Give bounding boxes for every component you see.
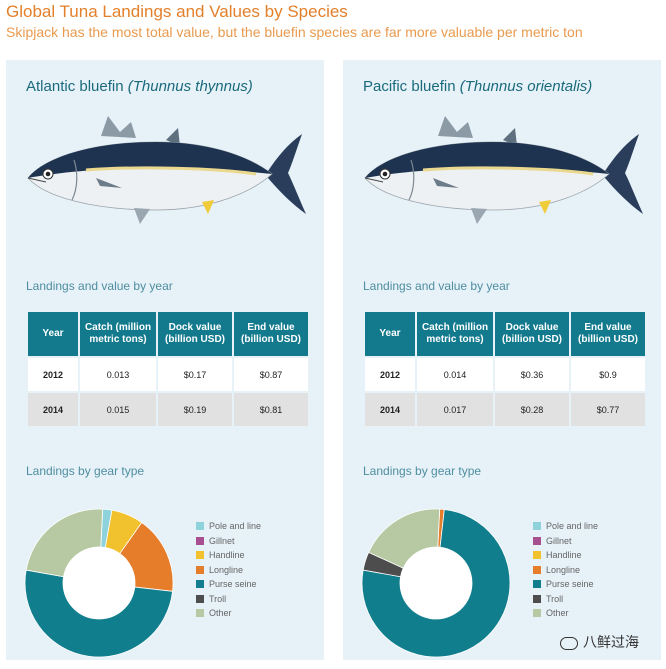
legend-item: Troll [196,592,261,607]
dock-value-cell: $0.36 [495,358,569,391]
legend-label: Pole and line [209,521,262,532]
gear-legend: Pole and line Gillnet Handline Longline … [196,519,261,621]
wechat-icon [560,636,578,650]
legend-item: Pole and line [533,519,598,534]
legend-item: Gillnet [533,534,598,549]
legend-label: Gillnet [209,535,235,546]
gear-type-heading: Landings by gear type [26,464,145,478]
legend-item: Gillnet [196,534,261,549]
year-cell: 2012 [365,358,415,391]
watermark: 八鲜过海 [560,632,639,652]
dock-value-cell: $0.19 [158,393,232,426]
species-name: Pacific bluefin (Thunnus orientalis) [363,78,593,95]
species-name: Atlantic bluefin (Thunnus thynnus) [26,78,253,95]
legend-swatch [196,536,204,545]
year-cell: 2014 [365,393,415,426]
header-end-value: End value (billion USD) [571,312,645,356]
end-value-cell: $0.77 [571,393,645,426]
legend-label: Purse seine [209,579,257,590]
landings-value-heading: Landings and value by year [26,279,173,293]
table-row: 2012 0.013 $0.17 $0.87 [28,358,308,391]
legend-label: Purse seine [546,579,594,590]
legend-label: Pole and line [546,521,599,532]
header-catch: Catch (million metric tons) [80,312,156,356]
legend-label: Gillnet [546,535,572,546]
header-catch: Catch (million metric tons) [417,312,493,356]
end-value-cell: $0.81 [234,393,308,426]
legend-item: Pole and line [196,519,261,534]
landings-value-table: Year Catch (million metric tons) Dock va… [363,310,647,428]
legend-label: Troll [546,593,564,604]
header-dock-value: Dock value (billion USD) [495,312,569,356]
legend-label: Troll [209,593,227,604]
catch-cell: 0.017 [417,393,493,426]
year-cell: 2014 [28,393,78,426]
dock-value-cell: $0.28 [495,393,569,426]
catch-cell: 0.013 [80,358,156,391]
legend-item: Purse seine [533,577,598,592]
legend-item: Other [533,606,598,621]
legend-swatch [533,551,541,560]
gear-type-donut-chart [24,508,174,658]
legend-swatch [533,536,541,545]
legend-item: Purse seine [196,577,261,592]
legend-swatch [533,522,541,531]
legend-label: Longline [209,564,244,575]
chart-title: Global Tuna Landings and Values by Speci… [6,2,348,21]
legend-item: Handline [196,548,261,563]
gear-legend: Pole and line Gillnet Handline Longline … [533,519,598,621]
end-value-cell: $0.9 [571,358,645,391]
tuna-illustration [364,116,643,224]
landings-value-table: Year Catch (million metric tons) Dock va… [26,310,310,428]
legend-swatch [196,580,204,589]
year-cell: 2012 [28,358,78,391]
table-row: 2014 0.017 $0.28 $0.77 [365,393,645,426]
legend-label: Other [209,608,232,619]
legend-label: Longline [546,564,581,575]
legend-swatch [533,565,541,574]
legend-item: Other [196,606,261,621]
header-year: Year [28,312,78,356]
legend-swatch [533,580,541,589]
legend-swatch [196,551,204,560]
gear-type-heading: Landings by gear type [363,464,482,478]
legend-label: Handline [546,550,582,561]
legend-swatch [196,522,204,531]
legend-label: Other [546,608,569,619]
gear-type-donut-chart [361,508,511,658]
tuna-illustration [27,116,306,224]
donut-hole [400,547,472,619]
legend-swatch [533,594,541,603]
legend-item: Troll [533,592,598,607]
landings-value-heading: Landings and value by year [363,279,510,293]
legend-item: Handline [533,548,598,563]
legend-swatch [196,565,204,574]
legend-swatch [196,609,204,618]
catch-cell: 0.015 [80,393,156,426]
end-value-cell: $0.87 [234,358,308,391]
catch-cell: 0.014 [417,358,493,391]
legend-swatch [533,609,541,618]
species-panel-atlantic: Atlantic bluefin (Thunnus thynnus) Landi… [6,60,324,660]
table-row: 2012 0.014 $0.36 $0.9 [365,358,645,391]
legend-item: Longline [196,563,261,578]
legend-item: Longline [533,563,598,578]
legend-label: Handline [209,550,245,561]
donut-hole [63,547,135,619]
chart-subtitle: Skipjack has the most total value, but t… [6,24,583,40]
header-dock-value: Dock value (billion USD) [158,312,232,356]
header-year: Year [365,312,415,356]
header-end-value: End value (billion USD) [234,312,308,356]
species-panel-pacific: Pacific bluefin (Thunnus orientalis) Lan… [343,60,661,660]
table-row: 2014 0.015 $0.19 $0.81 [28,393,308,426]
legend-swatch [196,594,204,603]
dock-value-cell: $0.17 [158,358,232,391]
